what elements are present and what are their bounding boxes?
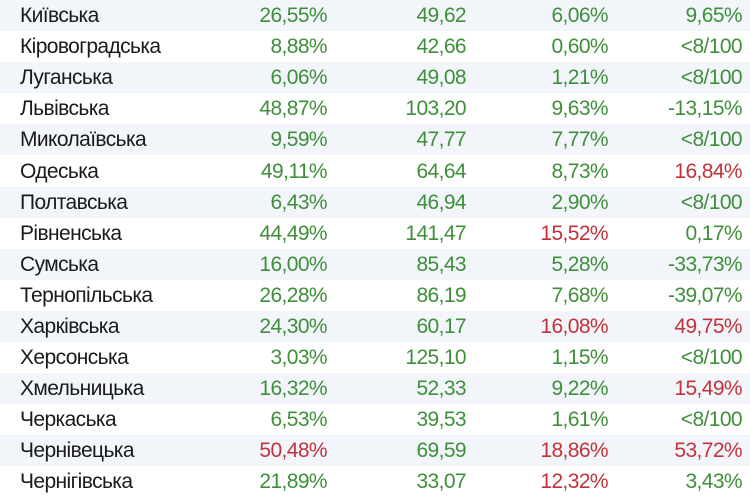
value-cell-c4: -39,07% bbox=[616, 279, 750, 311]
region-name: Кіровоградська bbox=[0, 31, 195, 63]
table-row: Сумська 16,00% 85,43 5,28% -33,73% bbox=[0, 248, 750, 280]
value-cell-c3: 1,21% bbox=[482, 62, 616, 94]
value-cell-c1: 26,28% bbox=[195, 279, 337, 311]
value-cell-c3: 16,08% bbox=[482, 310, 616, 343]
table-row: Тернопільська 26,28% 86,19 7,68% -39,07% bbox=[0, 279, 750, 311]
value-cell-c2: 47,77 bbox=[337, 124, 482, 156]
value-cell-c1: 16,00% bbox=[195, 248, 337, 280]
table-row: Черкаська 6,53% 39,53 1,61% <8/100 bbox=[0, 404, 750, 436]
table-row: Київська 26,55% 49,62 6,06% 9,65% bbox=[0, 0, 750, 32]
value-cell-c4: 49,75% bbox=[616, 310, 750, 343]
value-cell-c4: <8/100 bbox=[616, 31, 750, 63]
value-cell-c4: <8/100 bbox=[616, 342, 750, 374]
table-row: Хмельницька 16,32% 52,33 9,22% 15,49% bbox=[0, 373, 750, 405]
value-cell-c3: 7,77% bbox=[482, 124, 616, 156]
value-cell-c3: 18,86% bbox=[482, 435, 616, 467]
table-row: Одеська 49,11% 64,64 8,73% 16,84% bbox=[0, 155, 750, 187]
value-cell-c1: 49,11% bbox=[195, 155, 337, 187]
value-cell-c1: 26,55% bbox=[195, 0, 337, 32]
value-cell-c1: 9,59% bbox=[195, 124, 337, 156]
region-name: Черкаська bbox=[0, 404, 195, 436]
table-row: Харківська 24,30% 60,17 16,08% 49,75% bbox=[0, 310, 750, 343]
value-cell-c4: 15,49% bbox=[616, 373, 750, 405]
value-cell-c2: 125,10 bbox=[337, 342, 482, 374]
table-row: Полтавська 6,43% 46,94 2,90% <8/100 bbox=[0, 186, 750, 218]
value-cell-c1: 50,48% bbox=[195, 435, 337, 467]
value-cell-c2: 141,47 bbox=[337, 217, 482, 249]
region-name: Полтавська bbox=[0, 186, 195, 218]
table-row: Чернівецька 50,48% 69,59 18,86% 53,72% bbox=[0, 435, 750, 467]
value-cell-c1: 3,03% bbox=[195, 342, 337, 374]
table-row: Херсонська 3,03% 125,10 1,15% <8/100 bbox=[0, 342, 750, 374]
table-row: Миколаївська 9,59% 47,77 7,77% <8/100 bbox=[0, 124, 750, 156]
region-name: Київська bbox=[0, 0, 195, 32]
value-cell-c2: 85,43 bbox=[337, 248, 482, 280]
value-cell-c4: 9,65% bbox=[616, 0, 750, 32]
value-cell-c3: 6,06% bbox=[482, 0, 616, 32]
region-name: Харківська bbox=[0, 310, 195, 343]
value-cell-c3: 7,68% bbox=[482, 279, 616, 311]
value-cell-c2: 33,07 bbox=[337, 466, 482, 498]
value-cell-c4: 3,43% bbox=[616, 466, 750, 498]
region-name: Рівненська bbox=[0, 217, 195, 249]
value-cell-c3: 1,61% bbox=[482, 404, 616, 436]
region-name: Одеська bbox=[0, 155, 195, 187]
region-name: Тернопільська bbox=[0, 279, 195, 311]
table-row: Кіровоградська 8,88% 42,66 0,60% <8/100 bbox=[0, 31, 750, 63]
value-cell-c4: -13,15% bbox=[616, 93, 750, 125]
value-cell-c2: 39,53 bbox=[337, 404, 482, 436]
value-cell-c4: <8/100 bbox=[616, 62, 750, 94]
value-cell-c1: 21,89% bbox=[195, 466, 337, 498]
value-cell-c3: 8,73% bbox=[482, 155, 616, 187]
value-cell-c1: 44,49% bbox=[195, 217, 337, 249]
value-cell-c2: 52,33 bbox=[337, 373, 482, 405]
region-name: Чернівецька bbox=[0, 435, 195, 467]
table-row: Рівненська 44,49% 141,47 15,52% 0,17% bbox=[0, 217, 750, 249]
value-cell-c2: 86,19 bbox=[337, 279, 482, 311]
value-cell-c2: 49,08 bbox=[337, 62, 482, 94]
value-cell-c4: 16,84% bbox=[616, 155, 750, 187]
value-cell-c2: 64,64 bbox=[337, 155, 482, 187]
value-cell-c2: 46,94 bbox=[337, 186, 482, 218]
value-cell-c3: 0,60% bbox=[482, 31, 616, 63]
value-cell-c4: <8/100 bbox=[616, 124, 750, 156]
value-cell-c1: 6,53% bbox=[195, 404, 337, 436]
value-cell-c2: 69,59 bbox=[337, 435, 482, 467]
value-cell-c1: 6,06% bbox=[195, 62, 337, 94]
value-cell-c4: 53,72% bbox=[616, 435, 750, 467]
value-cell-c4: 0,17% bbox=[616, 217, 750, 249]
value-cell-c1: 48,87% bbox=[195, 93, 337, 125]
region-name: Хмельницька bbox=[0, 373, 195, 405]
region-name: Луганська bbox=[0, 62, 195, 94]
value-cell-c1: 6,43% bbox=[195, 186, 337, 218]
table-row: Львівська 48,87% 103,20 9,63% -13,15% bbox=[0, 93, 750, 125]
value-cell-c1: 24,30% bbox=[195, 310, 337, 343]
value-cell-c2: 49,62 bbox=[337, 0, 482, 32]
value-cell-c3: 12,32% bbox=[482, 466, 616, 498]
table-row: Луганська 6,06% 49,08 1,21% <8/100 bbox=[0, 62, 750, 94]
value-cell-c3: 9,63% bbox=[482, 93, 616, 125]
value-cell-c2: 42,66 bbox=[337, 31, 482, 63]
region-name: Чернігівська bbox=[0, 466, 195, 498]
region-name: Херсонська bbox=[0, 342, 195, 374]
region-name: Сумська bbox=[0, 248, 195, 280]
value-cell-c3: 5,28% bbox=[482, 248, 616, 280]
region-name: Львівська bbox=[0, 93, 195, 125]
value-cell-c2: 103,20 bbox=[337, 93, 482, 125]
value-cell-c3: 15,52% bbox=[482, 217, 616, 249]
value-cell-c4: -33,73% bbox=[616, 248, 750, 280]
value-cell-c1: 16,32% bbox=[195, 373, 337, 405]
value-cell-c3: 2,90% bbox=[482, 186, 616, 218]
value-cell-c4: <8/100 bbox=[616, 186, 750, 218]
value-cell-c1: 8,88% bbox=[195, 31, 337, 63]
table-row: Чернігівська 21,89% 33,07 12,32% 3,43% bbox=[0, 466, 750, 498]
region-name: Миколаївська bbox=[0, 124, 195, 156]
value-cell-c3: 9,22% bbox=[482, 373, 616, 405]
value-cell-c3: 1,15% bbox=[482, 342, 616, 374]
value-cell-c4: <8/100 bbox=[616, 404, 750, 436]
value-cell-c2: 60,17 bbox=[337, 310, 482, 343]
